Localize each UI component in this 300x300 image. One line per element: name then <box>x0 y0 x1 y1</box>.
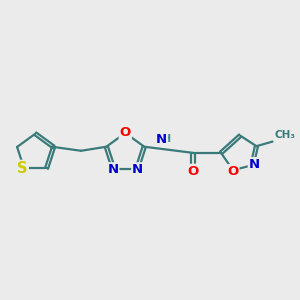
Text: O: O <box>227 165 239 178</box>
Text: CH₃: CH₃ <box>274 130 295 140</box>
Text: O: O <box>188 165 199 178</box>
Text: O: O <box>120 126 131 139</box>
Text: N: N <box>249 158 260 171</box>
Text: N: N <box>156 133 167 146</box>
Text: H: H <box>162 134 171 144</box>
Text: N: N <box>107 163 118 176</box>
Text: S: S <box>17 161 28 176</box>
Text: N: N <box>132 163 143 176</box>
